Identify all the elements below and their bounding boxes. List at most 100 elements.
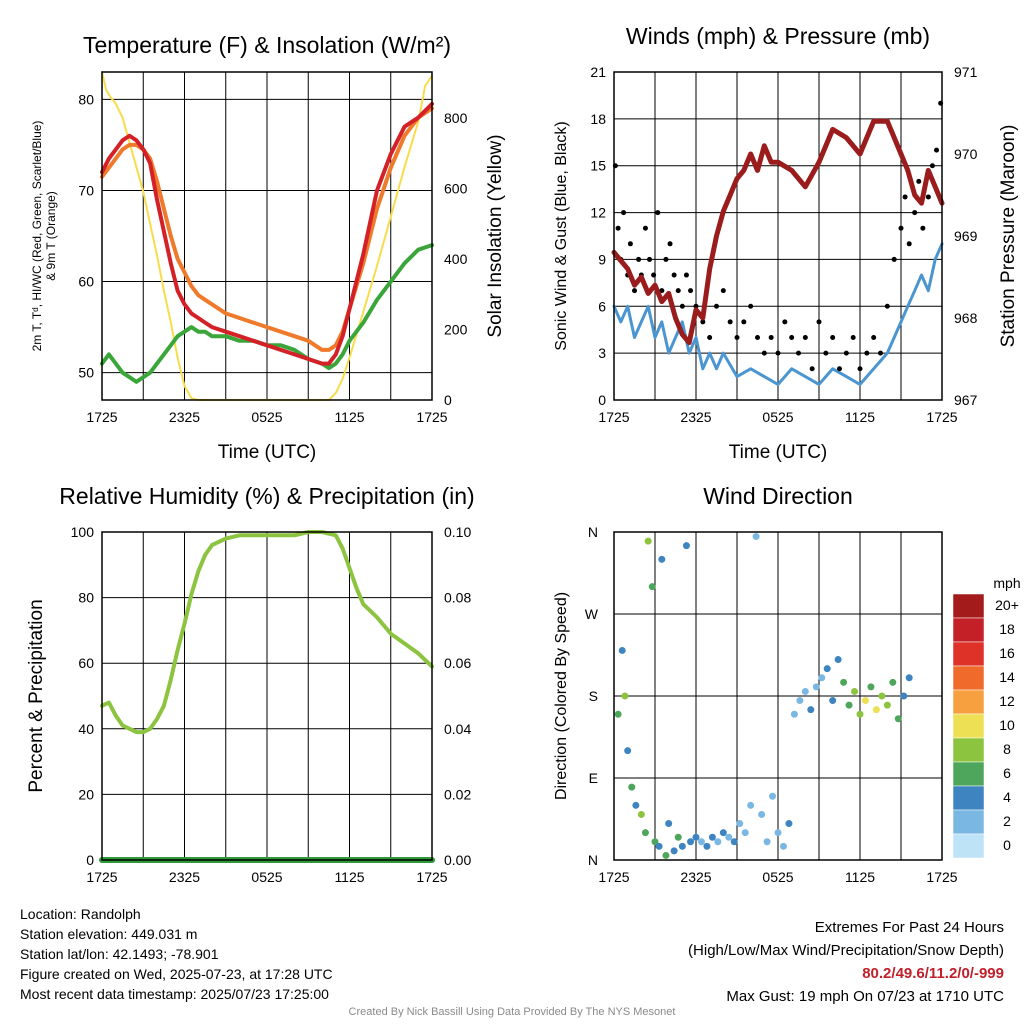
temperature-xlabel: Time (UTC) (218, 442, 317, 463)
y-tick-label: 3 (598, 345, 606, 361)
direction-point (655, 842, 663, 850)
dewpoint-green-line (100, 243, 434, 384)
direction-point (682, 542, 690, 550)
y2-tick-label: 0 (444, 392, 452, 408)
sonic-wind-blue-line (612, 242, 944, 386)
gust-point (741, 319, 747, 325)
extremes-info: Extremes For Past 24 Hours (High/Low/Max… (688, 916, 1004, 1008)
y-tick-label: 80 (78, 91, 94, 107)
gust-point (651, 272, 657, 278)
direction-point (878, 692, 886, 700)
y-tick-label: 60 (78, 274, 94, 290)
x-tick-label: 1125 (845, 409, 875, 425)
y-tick-label: 0 (598, 392, 606, 408)
direction-point (618, 646, 626, 654)
colorbar-swatch (952, 641, 985, 667)
gust-point (768, 335, 774, 341)
colorbar-swatch (952, 785, 985, 811)
y-tick-label: 80 (78, 590, 94, 606)
plot-border (101, 531, 433, 861)
gust-point (929, 163, 935, 169)
direction-point (845, 701, 853, 709)
direction-point (719, 829, 727, 837)
x-tick-label: 0525 (251, 409, 282, 425)
x-tick-label: 1125 (334, 409, 364, 425)
gust-point (871, 335, 877, 341)
colorbar-swatch (952, 665, 985, 691)
y2-tick-label: 0.00 (444, 852, 471, 868)
colorbar-swatch (952, 761, 985, 787)
direction-point (785, 820, 793, 828)
gust-point (789, 335, 795, 341)
direction-point (708, 833, 716, 841)
y-tick-label: W (585, 606, 599, 622)
direction-point (632, 801, 640, 809)
direction-point (851, 687, 859, 695)
y-tick-label: 60 (78, 655, 94, 671)
y-tick-label: N (588, 852, 598, 868)
humidity-title: Relative Humidity (%) & Precipitation (i… (59, 483, 474, 509)
relative-humidity-line (100, 530, 434, 735)
direction-point (900, 692, 908, 700)
gust-point (857, 366, 863, 372)
x-tick-label: 1125 (334, 869, 364, 885)
direction-point (703, 842, 711, 850)
colorbar-label: 6 (1003, 765, 1011, 781)
gust-point (898, 225, 904, 231)
temperature-panel: Temperature (F) & Insolation (W/m²) Time… (30, 32, 506, 463)
direction-point (662, 851, 670, 859)
direction-point (790, 710, 798, 718)
extremes-title: Extremes For Past 24 Hours (814, 919, 1004, 936)
gust-point (727, 319, 733, 325)
direction-point (714, 838, 722, 846)
colorbar-label: 8 (1003, 741, 1011, 757)
direction-point (829, 697, 837, 705)
gust-point (667, 241, 673, 247)
gust-point (912, 210, 918, 216)
direction-point (670, 847, 678, 855)
wind-direction-ylabel: Direction (Colored By Speed) (553, 592, 570, 800)
gust-point (891, 256, 897, 262)
recent-timestamp: Most recent data timestamp: 2025/07/23 1… (20, 986, 329, 1002)
x-tick-label: 2325 (169, 869, 200, 885)
y2-tick-label: 200 (444, 321, 468, 337)
extremes-values: 80.2/49.6/11.2/0/-999 (862, 965, 1004, 982)
x-tick-label: 1125 (845, 869, 875, 885)
direction-point (641, 829, 649, 837)
temperature-red-line (100, 101, 434, 366)
temperature-ylabel-line2: & 9m T (Orange) (44, 191, 58, 281)
gust-point (707, 335, 713, 341)
gust-point (632, 288, 637, 294)
direction-point (861, 697, 869, 705)
plot-border (613, 531, 943, 861)
y-tick-label: N (588, 524, 598, 540)
gust-point (636, 256, 642, 262)
direction-point (763, 838, 771, 846)
gust-point (659, 288, 665, 294)
direction-point (747, 801, 755, 809)
gust-point (688, 288, 694, 294)
direction-point (779, 842, 787, 850)
colorbar-swatch (952, 833, 985, 859)
direction-point (796, 697, 804, 705)
station-elevation: Station elevation: 449.031 m (20, 926, 198, 942)
y2-tick-label: 971 (954, 64, 978, 80)
gust-point (902, 194, 908, 200)
colorbar-swatch (952, 737, 985, 763)
colorbar-label: 18 (999, 621, 1015, 637)
x-tick-label: 1725 (416, 409, 447, 425)
gust-point (761, 350, 767, 356)
direction-point (674, 833, 682, 841)
station-latlon: Station lat/lon: 42.1493; -78.901 (20, 946, 219, 962)
y-tick-label: 15 (590, 158, 606, 174)
direction-point (774, 829, 782, 837)
direction-point (687, 838, 695, 846)
direction-point (665, 820, 673, 828)
direction-point (624, 747, 632, 755)
x-tick-label: 2325 (680, 869, 711, 885)
direction-point (758, 810, 766, 818)
y2-tick-label: 0.08 (444, 590, 471, 606)
direction-point (648, 583, 656, 591)
direction-point (769, 792, 777, 800)
x-tick-label: 1725 (86, 409, 117, 425)
